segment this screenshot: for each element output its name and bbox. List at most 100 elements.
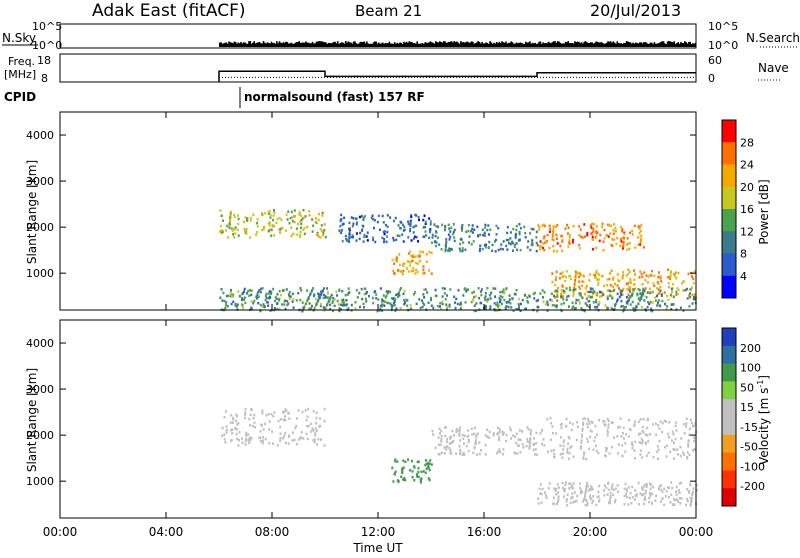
heatmap-cell	[664, 420, 667, 423]
heatmap-cell	[535, 236, 538, 239]
heatmap-cell	[487, 246, 490, 249]
nsky-point	[582, 43, 584, 47]
heatmap-cell	[302, 208, 305, 212]
nsky-point	[395, 43, 397, 47]
heatmap-cell	[556, 292, 559, 296]
heatmap-cell	[350, 303, 353, 307]
heatmap-cell	[308, 302, 311, 305]
heatmap-cell	[590, 486, 593, 489]
heatmap-cell	[386, 301, 389, 305]
heatmap-cell	[553, 487, 556, 490]
nsky-point	[474, 42, 477, 47]
heatmap-cell	[497, 248, 500, 252]
heatmap-cell	[257, 290, 260, 294]
heatmap-cell	[407, 222, 410, 226]
heatmap-cell	[627, 435, 630, 438]
heatmap-cell	[553, 290, 556, 293]
heatmap-cell	[445, 303, 448, 306]
nsky-point	[563, 43, 566, 47]
heatmap-cell	[626, 495, 629, 499]
nsky-point	[242, 42, 245, 47]
heatmap-cell	[653, 296, 656, 299]
heatmap-cell	[401, 467, 404, 470]
heatmap-cell	[651, 423, 654, 426]
heatmap-cell	[589, 429, 592, 432]
heatmap-cell	[238, 438, 241, 442]
heatmap-cell	[242, 290, 245, 293]
heatmap-cell	[603, 228, 606, 232]
heatmap-cell	[452, 440, 455, 443]
nsky-point	[393, 42, 396, 47]
heatmap-cell	[417, 475, 420, 479]
heatmap-cell	[630, 442, 633, 446]
nsky-point	[262, 41, 265, 47]
heatmap-cell	[514, 435, 517, 438]
heatmap-cell	[535, 230, 538, 234]
heatmap-cell	[348, 236, 351, 240]
heatmap-cell	[404, 301, 407, 304]
heatmap-cell	[241, 296, 244, 300]
heatmap-cell	[532, 292, 535, 296]
heatmap-cell	[227, 294, 230, 298]
heatmap-cell	[686, 488, 689, 491]
nave-label: Nave	[758, 61, 789, 75]
heatmap-cell	[634, 457, 637, 460]
heatmap-cell	[241, 441, 244, 444]
heatmap-cell	[267, 210, 270, 214]
heatmap-cell	[341, 300, 344, 303]
colorbar-tick: 200	[740, 342, 761, 355]
heatmap-cell	[514, 233, 517, 236]
heatmap-cell	[643, 289, 646, 292]
heatmap-cell	[640, 272, 643, 276]
heatmap-cell	[505, 439, 508, 443]
nsky-point	[478, 42, 481, 47]
heatmap-cell	[659, 420, 662, 424]
heatmap-cell	[292, 232, 295, 236]
heatmap-cell	[270, 228, 273, 232]
heatmap-cell	[638, 225, 641, 228]
nsky-point	[542, 42, 544, 47]
heatmap-cell	[488, 240, 491, 244]
heatmap-cell	[639, 449, 642, 452]
heatmap-cell	[518, 222, 521, 226]
heatmap-cell	[460, 238, 463, 241]
heatmap-cell	[595, 299, 598, 302]
heatmap-cell	[663, 419, 666, 423]
heatmap-cell	[422, 268, 425, 271]
heatmap-cell	[441, 287, 444, 290]
heatmap-cell	[621, 431, 624, 435]
nsky-point	[441, 42, 444, 47]
heatmap-cell	[580, 439, 583, 442]
nsky-point	[574, 41, 576, 47]
heatmap-cell	[626, 237, 629, 240]
heatmap-cell	[649, 494, 652, 497]
heatmap-cell	[445, 294, 448, 297]
heatmap-cell	[580, 435, 583, 438]
heatmap-cell	[600, 294, 603, 298]
heatmap-cell	[587, 420, 590, 423]
heatmap-cell	[219, 209, 222, 212]
heatmap-cell	[589, 496, 592, 499]
heatmap-cell	[473, 309, 476, 313]
heatmap-cell	[695, 483, 698, 487]
heatmap-cell	[565, 298, 568, 301]
heatmap-cell	[640, 437, 643, 441]
heatmap-cell	[553, 304, 556, 307]
heatmap-cell	[606, 447, 609, 451]
heatmap-cell	[675, 490, 678, 494]
heatmap-cell	[595, 233, 598, 236]
heatmap-cell	[618, 279, 621, 283]
heatmap-cell	[362, 240, 365, 243]
heatmap-cell	[567, 245, 570, 249]
heatmap-cell	[348, 231, 351, 234]
heatmap-cell	[265, 296, 268, 300]
heatmap-cell	[606, 297, 609, 301]
heatmap-cell	[259, 309, 262, 313]
nsky-point	[473, 43, 475, 47]
heatmap-cell	[612, 488, 615, 492]
heatmap-cell	[511, 242, 514, 245]
heatmap-cell	[560, 302, 563, 306]
nsky-point	[609, 41, 612, 47]
heatmap-cell	[595, 246, 598, 250]
heatmap-cell	[589, 435, 592, 439]
